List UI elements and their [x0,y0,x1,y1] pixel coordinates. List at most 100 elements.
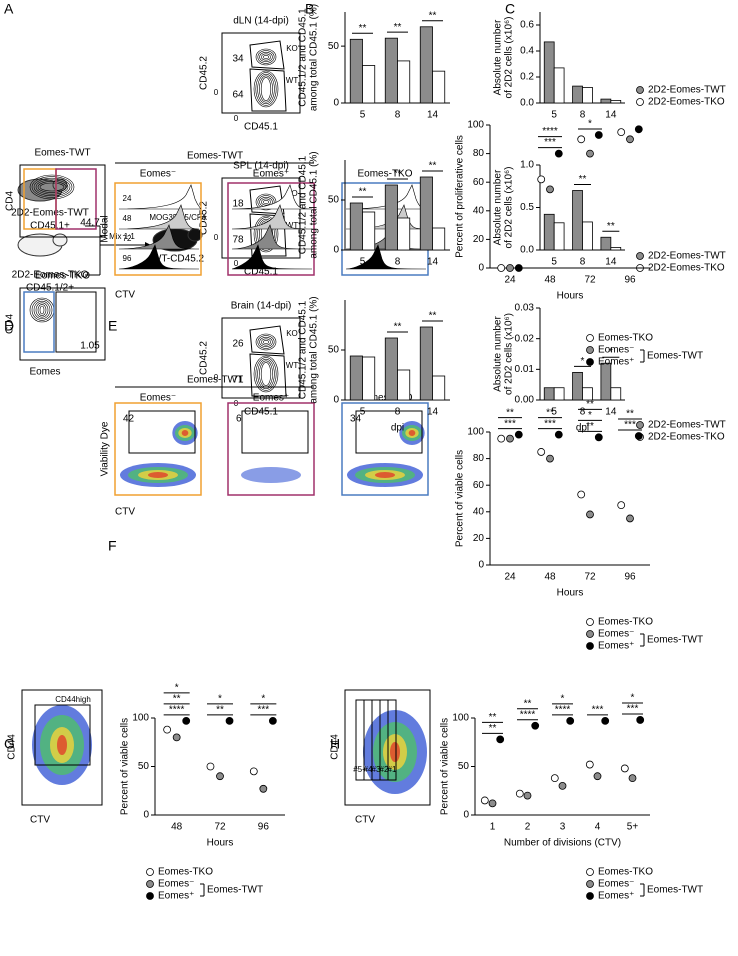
x-axis-label: Hours [207,838,234,849]
y-tick-label: 0.02 [515,333,535,344]
y-axis-label: of 2D2 cells (x10⁶) [504,313,515,395]
x-tick-label: 72 [584,275,596,286]
label: CD44 [330,734,341,760]
label: 0 [214,88,219,97]
y-axis-label: Percent of viable cells [455,450,466,547]
gate [249,40,285,70]
contour [39,305,45,315]
density [148,472,168,478]
y-tick-label: 0 [333,98,339,109]
point [554,149,563,158]
label: CTV [30,815,50,826]
contour [31,299,53,321]
significance-label: *** [627,704,639,715]
x-tick-label: 48 [544,275,556,286]
bar [582,87,593,104]
contour [39,182,65,192]
legend-marker [586,892,594,900]
point [546,185,554,194]
histogram [345,244,427,270]
label: CD44high [55,695,91,704]
label: 0 [234,259,239,268]
bar [610,100,622,104]
label: 78 [232,235,244,246]
contour [253,215,279,253]
point [225,717,234,725]
y-tick-label: 80 [473,453,485,464]
contour [262,340,270,344]
label: KO [286,329,298,338]
histogram [118,204,200,230]
point [259,784,268,793]
histogram [118,244,200,270]
mouse-icon [52,233,68,247]
point [617,128,626,137]
label: WT [286,361,299,370]
y-axis-label: Absolute number [493,169,504,245]
column-title: Eomes⁺ [253,169,289,180]
legend-marker [636,98,644,106]
y-tick-label: 0.0 [520,98,534,109]
legend-group-label: Eomes-TWT [647,885,703,896]
significance-label: * [561,694,565,705]
histogram [231,204,313,230]
legend-label: Eomes⁺ [158,891,194,902]
panel-letter: H [330,736,340,752]
contour [29,297,55,323]
label: Viability Dye [100,421,111,476]
label: WT [286,221,299,230]
density [181,430,189,436]
label: 18 [232,199,244,210]
label: CD44 [7,734,18,760]
x-tick-label: 8 [580,407,586,418]
contour [259,336,273,348]
contour [29,174,75,200]
label: Mix 1:1 [109,232,135,241]
y-tick-label: 40 [473,205,485,216]
y-tick-label: 60 [473,480,485,491]
y-tick-label: 0.01 [515,364,535,375]
point [586,510,594,519]
y-tick-label: 1.0 [520,160,534,171]
significance-label: ** [429,10,437,21]
legend-label: 2D2-Eomes-TWT [648,420,726,431]
contour [253,70,279,108]
legend-label: Eomes⁺ [598,357,634,368]
x-tick-label: 5 [360,257,366,268]
y-tick-label: 50 [328,195,340,206]
contour [255,217,277,251]
flow-plot [21,689,103,806]
bar [384,37,398,104]
y-tick-label: 50 [328,345,340,356]
point [594,131,603,139]
x-tick-label: 8 [580,257,586,268]
point [601,717,610,725]
point [634,125,643,134]
point [480,796,489,805]
significance-label: **** [542,126,558,137]
legend-group-label: Eomes-TWT [647,351,703,362]
x-tick-label: 4 [595,822,601,833]
contour [260,77,272,101]
y-axis-label: among total CD45.1 (%) [309,4,320,111]
bar [572,190,583,251]
label: 72 [123,234,132,243]
x-tick-label: 14 [605,407,617,418]
label: #5+ [353,765,367,774]
point [577,135,586,144]
x-tick-label: 24 [504,572,516,583]
x-tick-label: 14 [605,110,617,121]
y-tick-label: 20 [473,533,485,544]
legend-marker [146,868,154,876]
panel-letter: F [108,538,117,554]
point [626,514,634,523]
point [523,791,532,800]
label: #2 [380,765,389,774]
contour [253,355,279,393]
y-tick-label: 50 [458,761,470,772]
flow-plot [221,317,301,399]
legend-group-label: Eomes-TWT [647,635,703,646]
y-tick-label: 40 [473,506,485,517]
flow-plot [114,182,202,276]
point [514,264,523,272]
